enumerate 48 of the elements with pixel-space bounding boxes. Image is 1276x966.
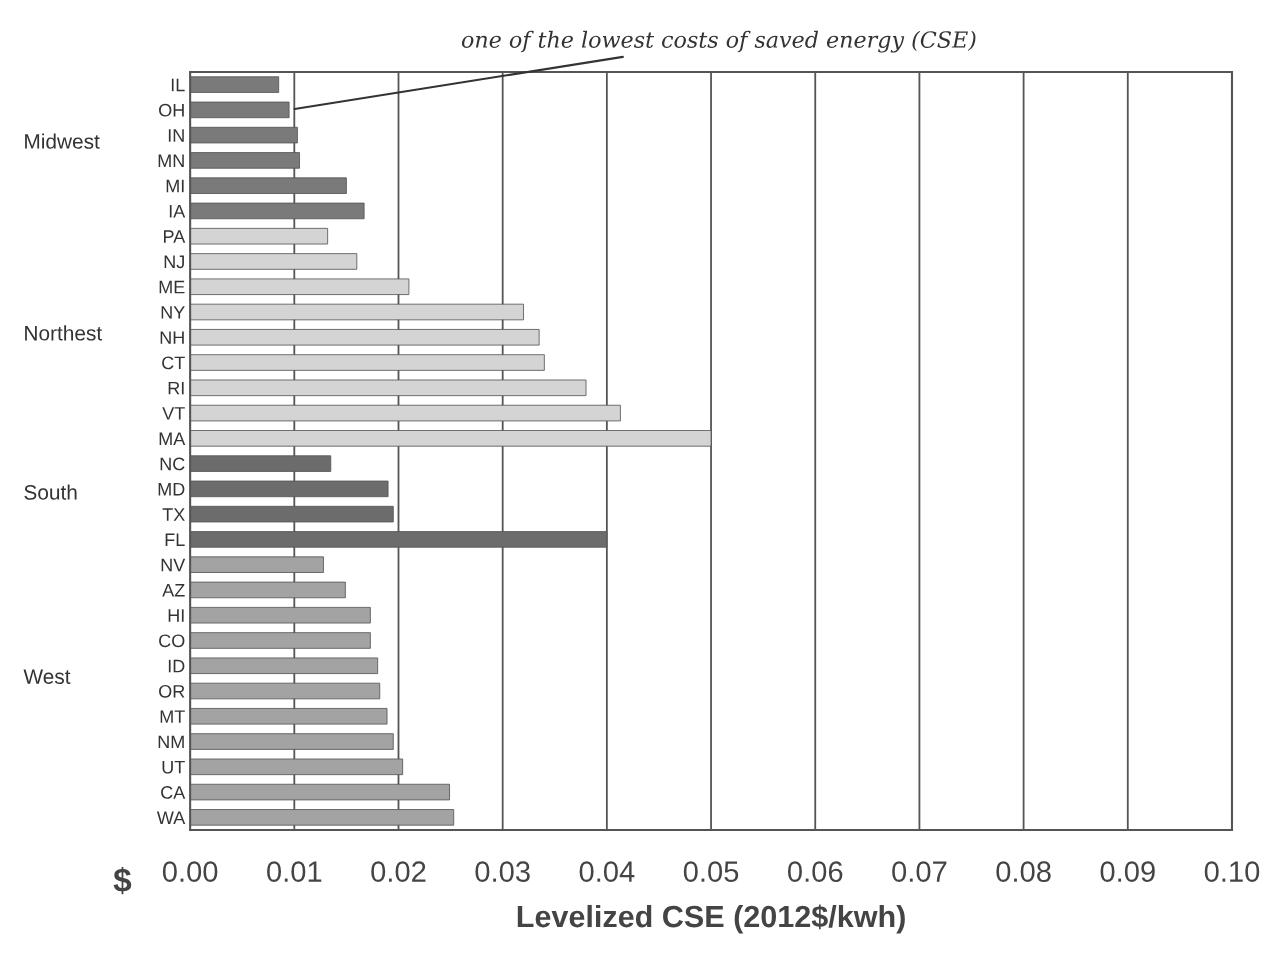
y-tick-label: IL [171,78,185,92]
y-tick-label: CT [162,356,185,370]
y-tick-label: MI [166,179,184,193]
x-tick-label: 0.08 [996,861,1051,882]
y-tick-label: FL [165,533,185,546]
text: South [24,484,77,500]
x-tick-label: 0.09 [1100,861,1155,882]
x-tick-label: 0.00 [162,861,218,882]
y-tick-label: UT [162,760,185,774]
text: Northest [25,325,103,341]
y-tick-label: HI [168,609,184,622]
y-tick-label: MD [158,483,185,496]
y-tick-label: TX [162,508,185,521]
text: $ [113,866,132,895]
x-tick-label: 0.02 [371,861,426,882]
y-tick-label: NM [158,735,184,749]
x-tick-label: 0.07 [892,861,947,882]
y-tick-label: MN [158,154,184,167]
y-tick-label: NY [161,306,185,319]
y-tick-label: MT [160,710,185,723]
x-axis-title: Levelized CSE (2012$/kwh) [517,904,905,934]
y-tick-label: MA [159,432,186,445]
y-tick-label: NC [160,457,185,471]
y-tick-label: NJ [164,255,184,269]
annotation: one of the lowest costs of saved energy (CSE) [461,30,976,53]
text: West [23,669,71,684]
y-tick-label: AZ [162,584,185,597]
y-tick-label: IA [169,205,186,218]
x-tick-label: 0.03 [475,861,530,882]
y-tick-label: PA [163,230,186,243]
y-tick-label: IN [168,129,184,142]
x-tick-label: 0.05 [683,861,739,882]
y-tick-label: ID [168,659,185,673]
y-tick-label: NV [161,558,186,572]
y-tick-label: NH [160,331,184,344]
x-tick-label: 0.10 [1204,861,1260,882]
y-tick-label: WA [156,811,186,824]
y-tick-label: OH [159,103,184,117]
y-tick-label: OR [159,684,185,698]
y-tick-label: VT [162,407,185,420]
x-tick-label: 0.04 [579,861,635,882]
y-tick-label: CO [159,634,185,648]
x-tick-label: 0.01 [267,861,322,882]
x-tick-label: 0.06 [788,861,843,882]
text: Midwest [25,133,100,149]
y-tick-label: RI [168,381,184,395]
y-tick-label: CA [161,786,186,799]
y-tick-label: ME [159,280,185,294]
